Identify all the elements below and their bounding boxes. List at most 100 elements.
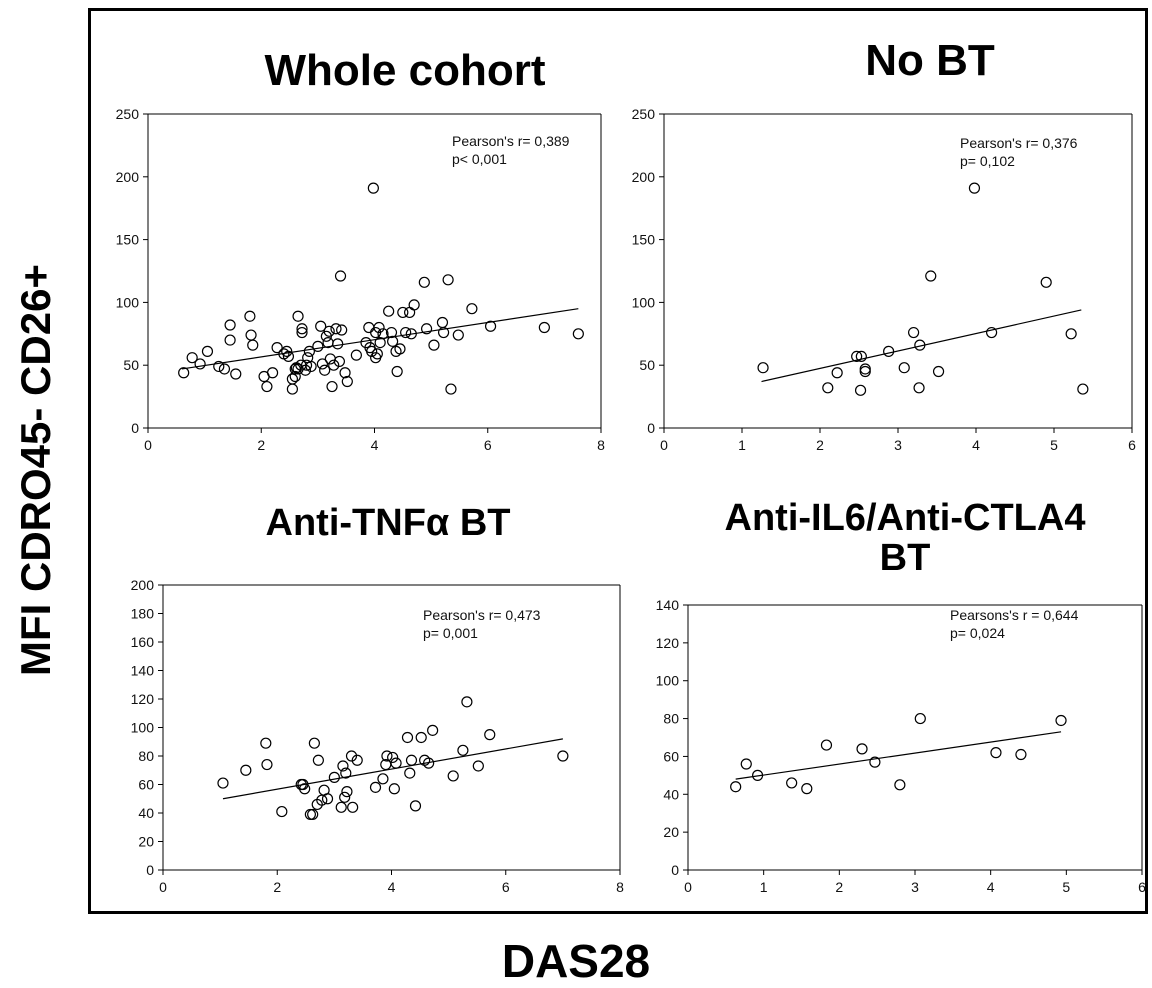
- data-point: [326, 380, 338, 393]
- y-tick-label: 200: [632, 169, 656, 185]
- data-point: [405, 328, 417, 340]
- data-point: [224, 319, 236, 331]
- data-point: [335, 801, 347, 813]
- data-point: [373, 321, 385, 334]
- x-tick-label: 6: [1128, 437, 1136, 453]
- data-point: [213, 360, 225, 373]
- data-point: [990, 747, 1002, 759]
- data-point: [289, 370, 301, 383]
- data-point: [333, 355, 345, 368]
- data-point: [466, 303, 478, 315]
- y-tick-label: 50: [123, 357, 139, 373]
- data-point: [932, 365, 945, 378]
- data-point: [1077, 383, 1089, 395]
- y-tick-label: 120: [131, 691, 155, 707]
- data-point: [855, 350, 867, 363]
- y-tick-label: 0: [671, 862, 679, 878]
- x-tick-label: 6: [502, 879, 510, 895]
- data-point: [316, 358, 329, 370]
- panel-title: Anti-TNFα BT: [266, 502, 511, 544]
- data-point: [381, 750, 393, 762]
- data-point: [409, 800, 422, 812]
- data-point: [201, 345, 214, 357]
- data-point: [260, 737, 272, 749]
- data-point: [323, 325, 335, 337]
- correlation-annotation: Pearson's r= 0,473: [423, 607, 541, 623]
- y-tick-label: 250: [116, 106, 140, 122]
- data-point: [394, 343, 406, 355]
- data-point: [186, 352, 198, 364]
- data-point: [367, 182, 379, 194]
- data-point: [801, 783, 813, 795]
- x-tick-label: 8: [616, 879, 624, 895]
- y-tick-label: 100: [131, 720, 155, 736]
- data-point: [224, 334, 236, 346]
- data-point: [345, 750, 358, 762]
- data-point: [831, 367, 843, 379]
- data-point: [218, 363, 231, 375]
- data-point: [286, 373, 298, 385]
- data-point: [925, 270, 937, 282]
- panel-title: Anti-IL6/Anti-CTLA4: [725, 497, 1086, 539]
- data-point: [377, 773, 389, 785]
- data-point: [1055, 714, 1067, 727]
- data-point: [328, 771, 340, 783]
- y-tick-label: 250: [632, 106, 656, 122]
- data-point: [404, 306, 416, 319]
- data-point: [240, 764, 252, 776]
- data-point: [330, 323, 342, 335]
- data-point: [914, 712, 926, 725]
- correlation-annotation: Pearson's r= 0,389: [452, 133, 570, 149]
- data-point: [281, 345, 293, 357]
- data-point: [1065, 328, 1077, 340]
- y-tick-label: 40: [138, 805, 154, 821]
- data-point: [408, 299, 420, 311]
- data-point: [276, 805, 288, 818]
- y-tick-label: 180: [131, 606, 155, 622]
- data-point: [752, 769, 764, 781]
- data-point: [292, 310, 304, 322]
- data-point: [328, 359, 340, 371]
- data-point: [740, 758, 752, 770]
- panel-title: No BT: [865, 36, 995, 85]
- data-point: [445, 383, 457, 395]
- data-point: [321, 793, 334, 805]
- data-point: [282, 350, 295, 363]
- x-tick-label: 2: [273, 879, 281, 895]
- data-point: [423, 757, 435, 769]
- data-point: [312, 340, 324, 352]
- data-point: [336, 324, 348, 336]
- y-tick-label: 0: [647, 420, 655, 436]
- y-tick-label: 100: [656, 673, 680, 689]
- data-point: [387, 335, 399, 347]
- data-point: [322, 336, 334, 349]
- data-point: [401, 731, 414, 744]
- data-point: [437, 326, 450, 339]
- data-point: [286, 383, 298, 395]
- data-point: [299, 364, 312, 376]
- data-point: [296, 326, 308, 339]
- y-tick-label: 60: [663, 748, 679, 764]
- y-tick-label: 140: [131, 663, 155, 679]
- data-point: [341, 786, 353, 798]
- x-tick-label: 1: [738, 437, 746, 453]
- x-tick-label: 1: [760, 879, 768, 895]
- data-point: [415, 731, 427, 744]
- correlation-annotation: p= 0,102: [960, 153, 1015, 169]
- data-point: [968, 182, 981, 194]
- data-point: [404, 767, 416, 779]
- data-point: [557, 750, 569, 762]
- y-tick-label: 20: [138, 834, 154, 850]
- data-point: [397, 306, 409, 319]
- panel-title: BT: [880, 537, 931, 579]
- x-tick-label: 2: [835, 879, 843, 895]
- y-tick-label: 100: [632, 294, 656, 310]
- y-tick-label: 160: [131, 634, 155, 650]
- y-tick-label: 60: [138, 777, 154, 793]
- data-point: [371, 348, 383, 360]
- data-point: [405, 754, 418, 766]
- data-point: [461, 696, 473, 708]
- y-tick-label: 100: [116, 294, 140, 310]
- data-point: [324, 353, 336, 365]
- data-point: [856, 743, 868, 755]
